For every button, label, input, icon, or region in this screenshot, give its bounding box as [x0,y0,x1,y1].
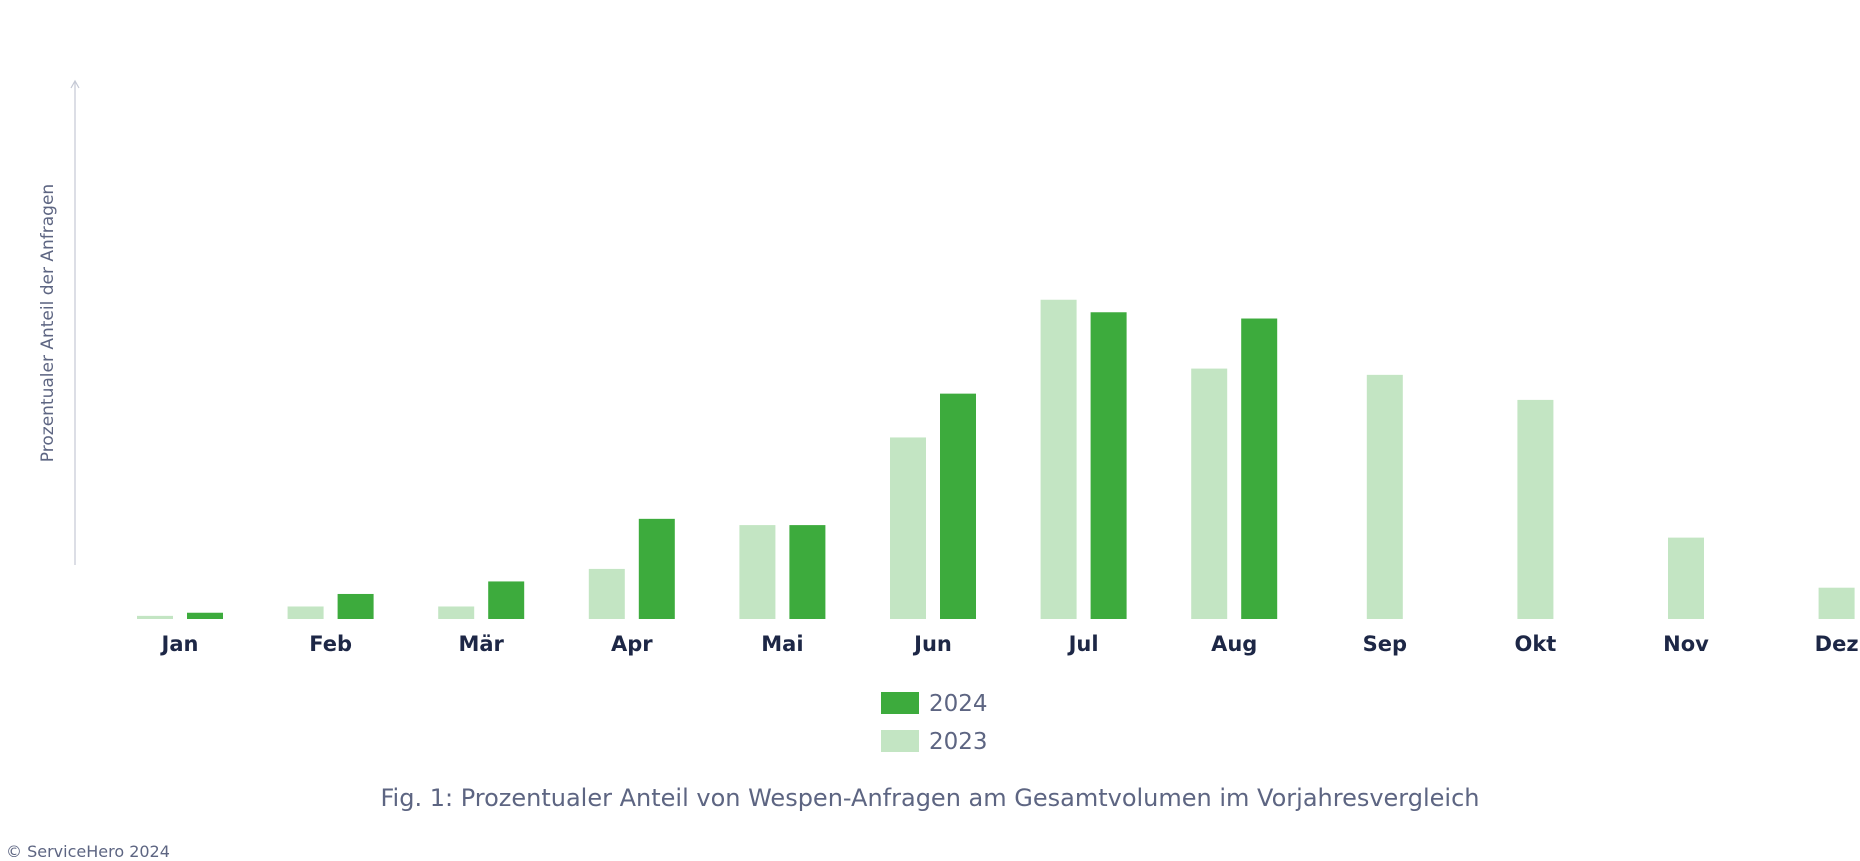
x-tick-label: Mai [761,632,803,656]
x-tick-label: Jun [912,632,952,656]
bar-2024-mai [789,525,826,619]
bar-2023-jan [137,615,173,619]
x-tick-label: Aug [1211,632,1257,656]
bar-2023-nov [1668,537,1704,619]
x-tick-label: Jul [1067,632,1099,656]
bar-2024-jun [940,393,976,619]
bar-2023-feb [287,606,324,619]
x-tick-label: Mär [458,632,504,656]
bar-2023-apr [588,568,625,619]
x-tick-label: Sep [1363,632,1407,656]
figure-caption: Fig. 1: Prozentualer Anteil von Wespen-A… [380,784,1480,812]
bar-2023-okt [1517,399,1554,619]
x-tick-label: Jan [160,632,199,656]
x-tick-label: Okt [1514,632,1556,656]
legend-swatch-2024 [881,692,919,714]
bar-2023-aug [1191,368,1228,619]
y-axis-label: Prozentualer Anteil der Anfragen [38,184,58,462]
legend-swatch-2023 [881,730,919,752]
bar-2023-mai [739,525,776,619]
bar-2023-sep [1366,374,1403,619]
bar-2024-jul [1090,312,1127,619]
y-axis-arrow [70,79,80,89]
bar-2024-feb [337,593,374,619]
x-tick-label: Nov [1663,632,1709,656]
bar-2024-aug [1241,318,1278,619]
bar-2023-dez [1818,587,1855,619]
legend-label-2023: 2023 [929,729,988,755]
bar-2023-mär [438,606,475,619]
bar-2024-apr [638,518,675,619]
x-tick-label: Feb [309,632,352,656]
bar-chart: Prozentualer Anteil der Anfragen Jan Feb Mä… [38,79,1859,755]
bar-2023-jul [1040,299,1077,619]
legend-label-2024: 2024 [929,691,988,717]
bar-2024-jan [187,612,223,619]
bar-2024-mär [488,581,525,619]
copyright-notice: © ServiceHero 2024 [6,842,170,861]
x-tick-label: Dez [1815,632,1859,656]
bar-2023-jun [890,437,926,619]
x-tick-label: Apr [611,632,653,656]
